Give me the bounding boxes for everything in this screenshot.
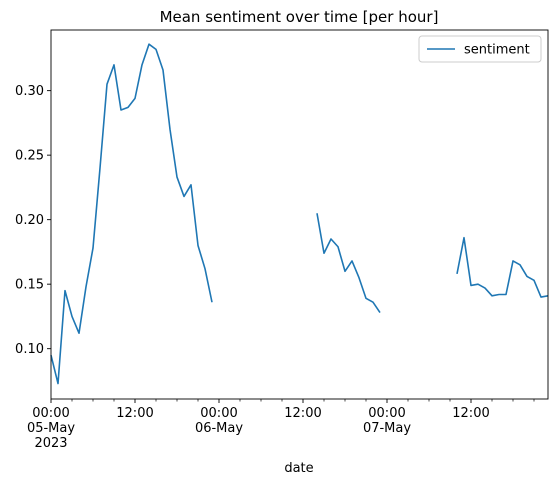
x-tick-label: 05-May: [27, 421, 75, 436]
x-tick-label: 12:00: [452, 406, 489, 421]
y-tick-label: 0.10: [15, 342, 44, 357]
x-tick-label: 12:00: [284, 406, 321, 421]
series-line-segment-2: [316, 213, 381, 314]
y-tick-label: 0.15: [15, 278, 44, 293]
x-tick-label: 2023: [34, 436, 67, 451]
y-tick-label: 0.20: [15, 213, 44, 228]
chart-title: Mean sentiment over time [per hour]: [160, 8, 439, 26]
y-tick-label: 0.30: [15, 84, 44, 99]
x-axis-label: date: [284, 461, 313, 476]
y-tick-label: 0.25: [15, 149, 44, 164]
axes-frame: [50, 29, 549, 400]
x-tick-label: 12:00: [116, 406, 153, 421]
series-line-segment-3: [456, 236, 549, 298]
legend-label: sentiment: [464, 43, 530, 58]
plot-area: 0.100.150.200.250.3000:0005-May202312:00…: [15, 29, 549, 451]
x-tick-label: 06-May: [195, 421, 243, 436]
series-line-segment-1: [50, 43, 213, 385]
x-tick-label: 07-May: [363, 421, 411, 436]
x-tick-label: 00:00: [32, 406, 69, 421]
x-tick-label: 00:00: [368, 406, 405, 421]
x-tick-label: 00:00: [200, 406, 237, 421]
legend-box: [418, 35, 542, 63]
